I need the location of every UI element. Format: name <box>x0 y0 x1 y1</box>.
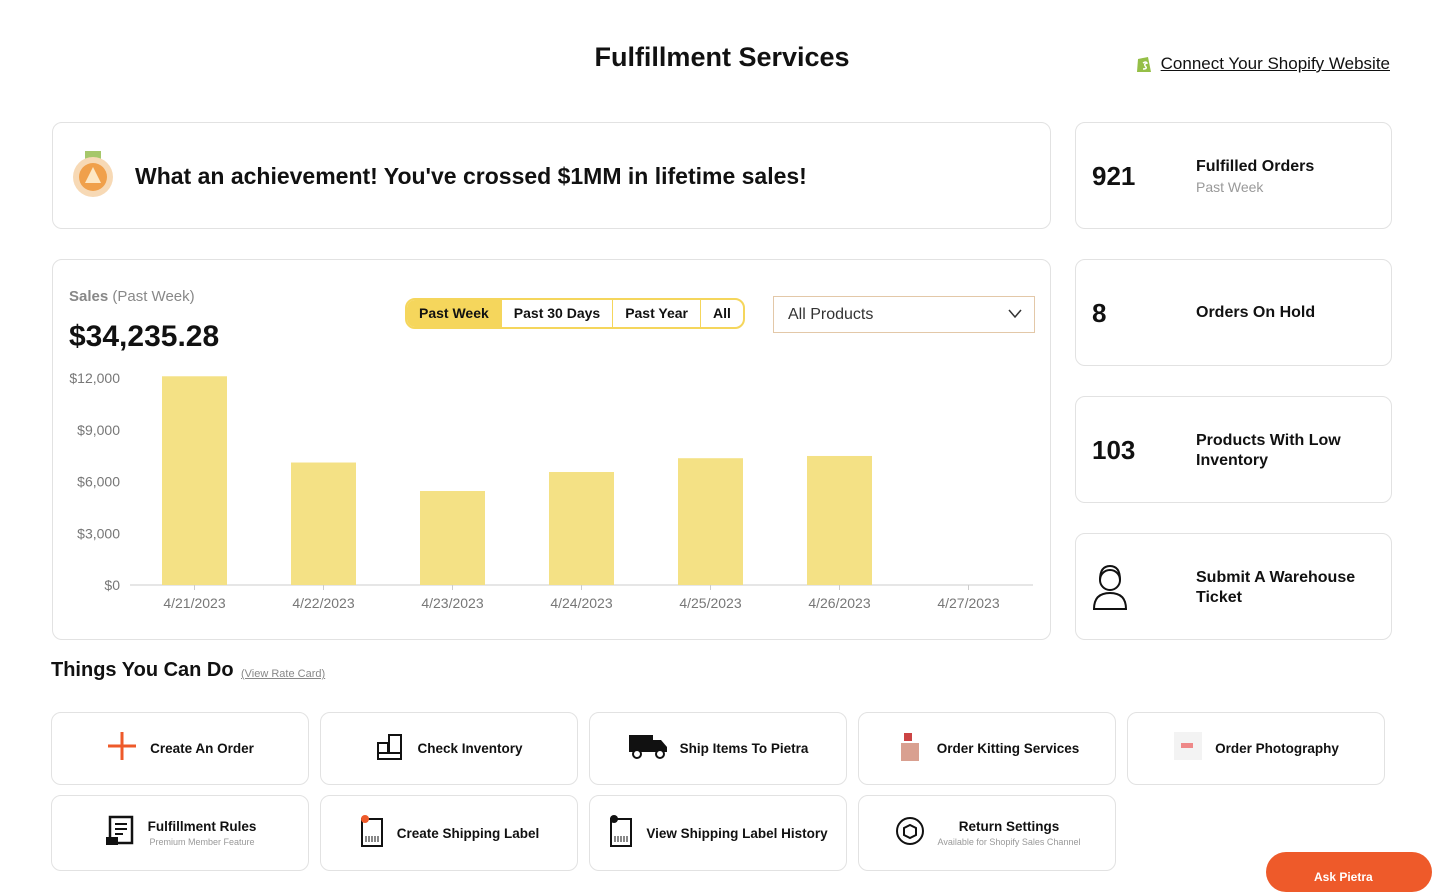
stat-card[interactable]: 8 Orders On Hold <box>1075 259 1392 366</box>
action-text: Create An Order <box>150 741 254 756</box>
period-tabs: Past Week Past 30 Days Past Year All <box>405 298 745 329</box>
action-title: Create An Order <box>150 741 254 756</box>
x-tick-label: 4/22/2023 <box>292 595 354 611</box>
stat-label-text: Submit A Warehouse Ticket <box>1196 569 1356 606</box>
bar <box>291 462 356 585</box>
action-text: Check Inventory <box>417 741 522 756</box>
ticket-icon <box>1090 564 1130 615</box>
action-card[interactable]: Ship Items To Pietra <box>589 712 847 785</box>
page-title: Fulfillment Services <box>594 42 850 72</box>
action-text: Fulfillment Rules Premium Member Feature <box>148 819 257 847</box>
action-sub: Premium Member Feature <box>149 837 255 847</box>
stat-label: Orders On Hold <box>1196 303 1366 323</box>
action-icon <box>628 732 668 765</box>
x-tick-label: 4/21/2023 <box>163 595 225 611</box>
action-icon <box>894 815 926 852</box>
action-title: Order Photography <box>1215 741 1339 756</box>
stat-card[interactable]: 103 Products With Low Inventory <box>1075 396 1392 503</box>
chevron <box>1008 309 1022 319</box>
sales-title: Sales <box>69 288 109 305</box>
action-title: Check Inventory <box>417 741 523 756</box>
y-tick-label: $0 <box>104 577 120 593</box>
bar <box>807 455 872 585</box>
action-title: View Shipping Label History <box>646 825 828 841</box>
period-tab[interactable]: Past 30 Days <box>500 300 612 327</box>
x-tick-label: 4/26/2023 <box>808 595 870 611</box>
dropdown-text: All Products <box>788 306 874 323</box>
period-tab[interactable]: All <box>699 300 743 327</box>
x-tick-label: 4/27/2023 <box>937 595 999 611</box>
action-card[interactable]: Return Settings Available for Shopify Sal… <box>858 795 1116 871</box>
sales-amount: $34,235.28 <box>69 320 220 353</box>
action-icon <box>608 814 634 853</box>
y-tick-label: $6,000 <box>77 474 120 490</box>
action-card[interactable]: Order Photography <box>1127 712 1385 785</box>
action-card[interactable]: Order Kitting Services <box>858 712 1116 785</box>
action-card[interactable]: Create Shipping Label <box>320 795 578 871</box>
stat-sub: Past Week <box>1196 179 1264 195</box>
x-tick-label: 4/24/2023 <box>550 595 612 611</box>
y-tick-label: $9,000 <box>77 422 120 438</box>
x-tick-label: 4/23/2023 <box>421 595 483 611</box>
sales-period: (Past Week) <box>112 288 195 305</box>
banner-text: What an achievement! You've crossed $1MM… <box>135 163 807 189</box>
action-title: Create Shipping Label <box>396 825 540 841</box>
banner-card: What an achievement! You've crossed $1MM… <box>52 122 1051 229</box>
period-tab[interactable]: Past Week <box>407 300 501 327</box>
action-icon <box>104 815 136 852</box>
stat-value: 921 <box>1092 161 1136 191</box>
shopify-link-text[interactable]: Connect Your Shopify Website <box>1160 54 1390 73</box>
x-tick-label: 4/25/2023 <box>679 595 741 611</box>
stat-card[interactable]: 921 Fulfilled Orders Past Week <box>1075 122 1392 229</box>
things-title: Things You Can Do <box>51 659 234 681</box>
action-title: Fulfillment Rules <box>147 819 257 834</box>
action-title: Ship Items To Pietra <box>679 741 809 756</box>
action-text: Order Photography <box>1215 741 1339 756</box>
bar <box>678 458 743 585</box>
action-icon <box>1173 731 1203 766</box>
bar <box>549 472 614 585</box>
product-dropdown[interactable]: All Products <box>773 296 1035 333</box>
action-icon <box>359 814 385 853</box>
action-text: Ship Items To Pietra <box>680 741 809 756</box>
action-icon <box>106 730 138 767</box>
action-sub: Available for Shopify Sales Channel <box>937 837 1081 847</box>
action-card[interactable]: View Shipping Label History <box>589 795 847 871</box>
period-tab[interactable]: Past Year <box>612 300 700 327</box>
stat-card[interactable]: Submit A Warehouse Ticket <box>1075 533 1392 640</box>
stat-label-text: Orders On Hold <box>1196 304 1316 321</box>
action-text: Create Shipping Label <box>397 826 540 841</box>
sales-label: Sales (Past Week) <box>69 288 195 305</box>
action-text: View Shipping Label History <box>646 826 827 841</box>
stat-label-text: Fulfilled Orders <box>1196 158 1315 175</box>
action-icon <box>895 729 925 768</box>
action-title: Return Settings <box>958 819 1060 834</box>
shopify-icon <box>1136 57 1151 72</box>
action-card[interactable]: Check Inventory <box>320 712 578 785</box>
action-text: Return Settings Available for Shopify Sal… <box>938 819 1081 847</box>
stat-value: 8 <box>1092 298 1107 328</box>
y-tick-label: $12,000 <box>69 370 120 386</box>
stat-label: Products With Low Inventory <box>1196 431 1366 471</box>
rate-card-link[interactable]: (View Rate Card) <box>241 668 326 680</box>
bar <box>162 376 227 585</box>
stat-label: Submit A Warehouse Ticket <box>1196 568 1366 608</box>
stat-label: Fulfilled Orders Past Week <box>1196 157 1366 197</box>
y-tick-label: $3,000 <box>77 525 120 541</box>
action-title: Order Kitting Services <box>936 741 1080 756</box>
action-card[interactable]: Create An Order <box>51 712 309 785</box>
stat-label-text: Products With Low Inventory <box>1196 432 1341 469</box>
stat-value: 103 <box>1092 435 1136 465</box>
shopify-link[interactable]: Connect Your Shopify Website <box>1135 54 1390 74</box>
action-card[interactable]: Fulfillment Rules Premium Member Feature <box>51 795 309 871</box>
medal-icon <box>73 151 113 197</box>
bar <box>420 490 485 585</box>
action-text: Order Kitting Services <box>937 741 1080 756</box>
action-icon <box>375 731 405 766</box>
